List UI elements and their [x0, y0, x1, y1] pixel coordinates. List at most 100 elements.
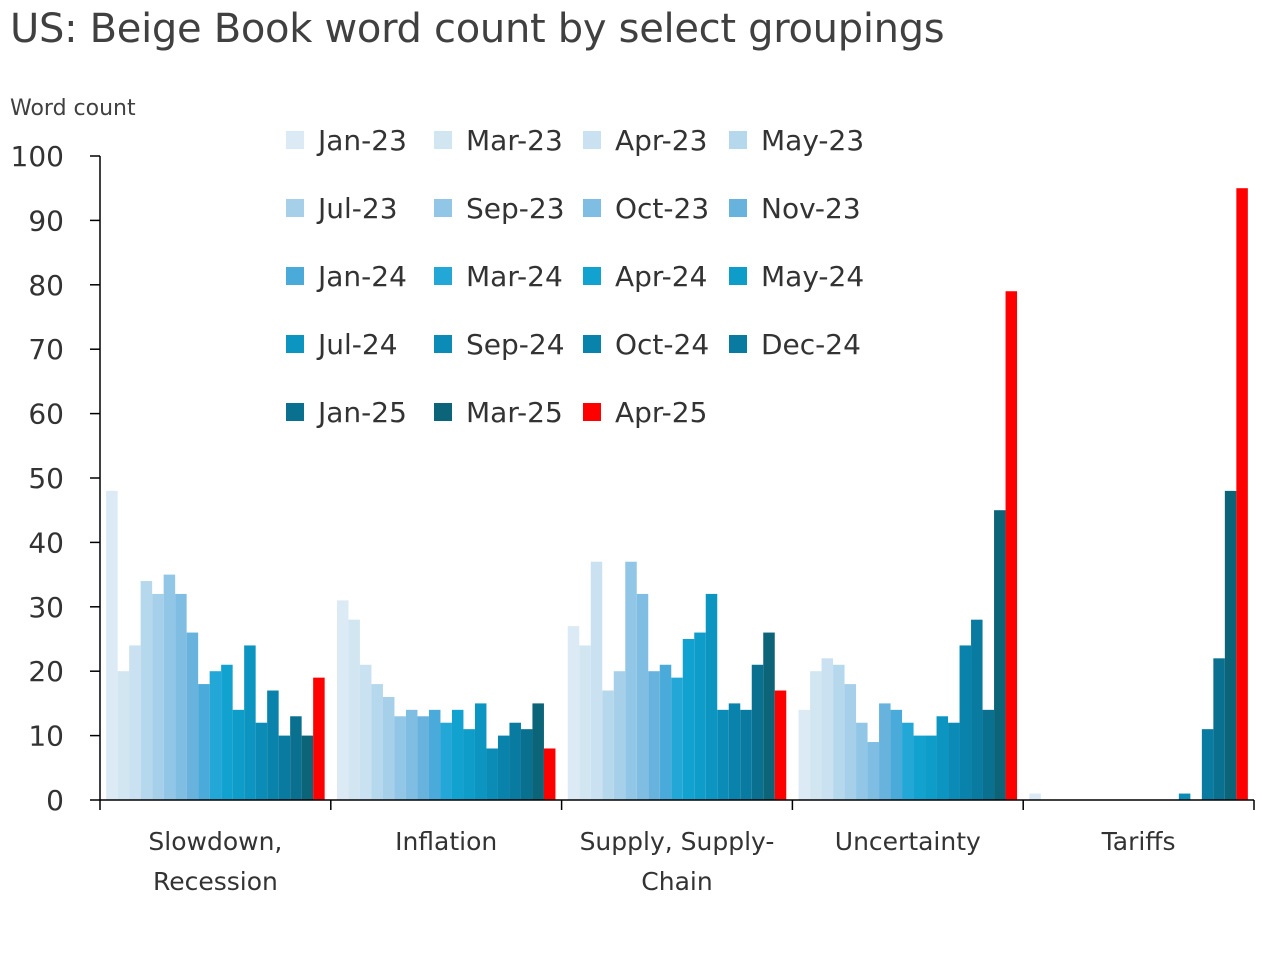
bar-May-24-3	[925, 735, 937, 800]
bar-Mar-25-2	[763, 632, 775, 800]
bar-Mar-25-0	[301, 735, 314, 800]
bar-Jul-24-3	[936, 716, 949, 800]
legend-swatch-Mar-24	[434, 267, 452, 285]
bar-Jul-23-3	[844, 684, 857, 800]
legend-label-Sep-23: Sep-23	[466, 192, 565, 225]
y-tick-label: 70	[28, 333, 64, 366]
bar-Jul-24-0	[244, 645, 256, 800]
bar-Jan-24-1	[428, 709, 441, 800]
legend-label-Nov-23: Nov-23	[761, 192, 861, 225]
bar-Nov-23-3	[879, 703, 891, 800]
legend-swatch-Dec-24	[729, 335, 747, 353]
legend-label-Jan-24: Jan-24	[316, 260, 407, 293]
y-tick-label: 90	[28, 204, 64, 237]
bar-May-24-0	[232, 709, 245, 800]
legend-label-Jan-25: Jan-25	[316, 396, 407, 429]
bar-Oct-23-2	[636, 593, 649, 800]
legend-swatch-Jan-24	[286, 267, 304, 285]
bar-Mar-25-3	[994, 510, 1006, 800]
x-category-label: Chain	[641, 867, 712, 896]
bar-May-23-0	[140, 581, 153, 800]
bar-Sep-24-1	[486, 748, 498, 800]
bar-Apr-24-2	[682, 639, 695, 800]
bar-Oct-24-1	[497, 735, 510, 800]
legend-swatch-Apr-25	[583, 403, 601, 421]
bar-Mar-24-2	[671, 677, 683, 800]
bar-Nov-23-1	[417, 716, 429, 800]
bar-Apr-25-4	[1236, 188, 1248, 800]
bar-Sep-23-3	[856, 722, 868, 800]
legend-label-Apr-24: Apr-24	[615, 260, 707, 293]
y-tick-label: 80	[28, 269, 64, 302]
bar-May-24-2	[694, 632, 706, 800]
legend-label-Mar-25: Mar-25	[466, 396, 563, 429]
y-tick-label: 100	[11, 140, 64, 173]
bar-Jul-23-2	[613, 671, 626, 800]
bar-Jul-23-0	[152, 593, 164, 800]
bar-Jan-23-0	[106, 490, 118, 800]
bar-Apr-25-1	[543, 748, 556, 800]
y-tick-label: 20	[28, 655, 64, 688]
legend-swatch-Mar-25	[434, 403, 452, 421]
y-tick-label: 10	[28, 720, 64, 753]
bar-Mar-25-4	[1224, 490, 1237, 800]
legend-swatch-Nov-23	[729, 199, 747, 217]
legend-label-Mar-23: Mar-23	[466, 124, 563, 157]
bar-Jan-25-0	[290, 716, 302, 800]
legend-label-Jul-24: Jul-24	[316, 328, 398, 361]
legend-swatch-Mar-23	[434, 131, 452, 149]
legend-label-Mar-24: Mar-24	[466, 260, 563, 293]
bar-Nov-23-0	[186, 632, 199, 800]
bar-Mar-24-3	[902, 722, 914, 800]
bar-Jan-23-3	[798, 709, 811, 800]
x-category-label: Inflation	[395, 827, 497, 856]
legend-swatch-Apr-23	[583, 131, 601, 149]
bar-Apr-24-0	[221, 664, 233, 800]
legend-swatch-Jul-23	[286, 199, 304, 217]
bar-Oct-24-0	[267, 690, 279, 800]
bar-Mar-25-1	[532, 703, 544, 800]
bar-Apr-25-3	[1005, 291, 1018, 800]
bar-Dec-24-4	[1201, 729, 1214, 800]
y-tick-label: 0	[46, 784, 64, 817]
x-category-label: Supply, Supply-	[580, 827, 775, 856]
legend-swatch-Sep-24	[434, 335, 452, 353]
bar-Mar-23-3	[810, 671, 822, 800]
bar-Mar-23-0	[117, 671, 130, 800]
bar-Oct-24-3	[959, 645, 972, 800]
bar-Sep-24-2	[717, 709, 729, 800]
bar-Apr-25-0	[313, 677, 325, 800]
legend-label-May-24: May-24	[761, 260, 864, 293]
legend-swatch-Apr-24	[583, 267, 601, 285]
bar-Oct-24-2	[728, 703, 741, 800]
bar-Jul-24-1	[474, 703, 487, 800]
bar-Mar-24-0	[209, 671, 222, 800]
bar-Sep-23-1	[394, 716, 406, 800]
legend-swatch-Jul-24	[286, 335, 304, 353]
axes-layer: 0 10 20 30 40 50 60 70 80 90 100 Slowdown, Recession…	[11, 140, 1255, 896]
x-category-label: Recession	[153, 867, 278, 896]
bar-Sep-24-4	[1178, 793, 1191, 800]
legend-label-May-23: May-23	[761, 124, 864, 157]
bar-May-23-2	[602, 690, 614, 800]
x-category-label: Tariffs	[1101, 827, 1176, 856]
bar-Jul-24-2	[705, 593, 718, 800]
bars-layer	[106, 188, 1248, 800]
bar-Jan-23-1	[336, 600, 349, 800]
y-tick-label: 30	[28, 591, 64, 624]
bar-Dec-24-0	[278, 735, 291, 800]
bar-Apr-24-1	[451, 709, 464, 800]
legend-label-Jan-23: Jan-23	[316, 124, 407, 157]
bar-Jan-25-4	[1213, 658, 1225, 800]
bar-Dec-24-2	[740, 709, 752, 800]
bar-Sep-24-3	[948, 722, 960, 800]
legend-swatch-Jan-23	[286, 131, 304, 149]
legend-label-Oct-24: Oct-24	[615, 328, 709, 361]
bar-Sep-24-0	[255, 722, 268, 800]
bar-Apr-25-2	[774, 690, 787, 800]
legend-label-Jul-23: Jul-23	[316, 192, 398, 225]
legend-label-Sep-24: Sep-24	[466, 328, 565, 361]
bar-Apr-24-3	[913, 735, 926, 800]
legend-swatch-May-23	[729, 131, 747, 149]
